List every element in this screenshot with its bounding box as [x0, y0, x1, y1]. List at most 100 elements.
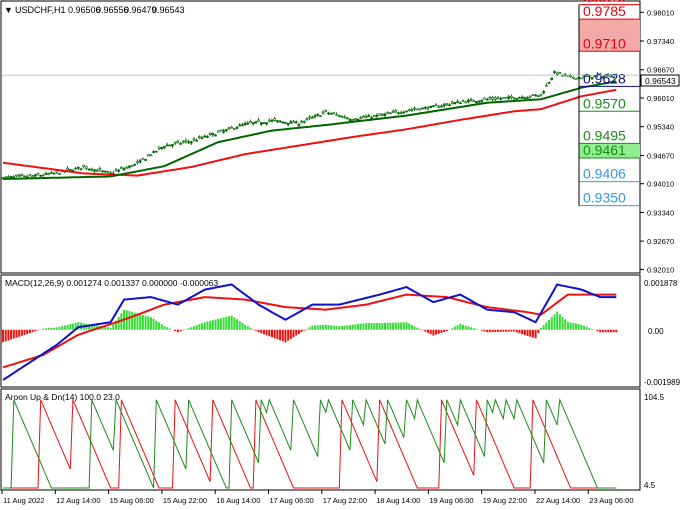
level-label: 0.9785 — [583, 3, 626, 19]
candle-body — [542, 91, 545, 94]
candle-body — [200, 137, 204, 140]
candle-body — [477, 100, 481, 103]
candle-body — [181, 141, 185, 143]
candle-body — [243, 123, 247, 126]
candle-body — [203, 135, 207, 138]
candle-body — [165, 144, 169, 147]
candle-body — [68, 169, 72, 171]
price-tick-label: 0.96010 — [647, 94, 674, 103]
last-price-label: 0.96543 — [645, 76, 676, 86]
candle-body — [50, 172, 53, 174]
price-tick-label: 0.95340 — [647, 123, 674, 132]
candle-body — [117, 169, 120, 172]
candle-body — [407, 109, 411, 112]
candle-body — [585, 75, 589, 77]
candle-body — [28, 174, 32, 177]
candle-body — [588, 75, 591, 77]
level-zone — [579, 19, 640, 52]
candle-body — [319, 115, 322, 117]
candle-body — [354, 118, 357, 120]
candle-body — [265, 122, 268, 125]
candle-body — [410, 109, 414, 111]
candle-body — [278, 120, 282, 123]
candle-body — [601, 76, 605, 79]
candle-body — [539, 93, 543, 96]
price-tick-label: 0.92010 — [647, 265, 674, 274]
candle-body — [198, 136, 201, 138]
candle-body — [195, 140, 198, 142]
candle-body — [469, 98, 473, 101]
candle-body — [36, 173, 40, 176]
candle-body — [426, 107, 430, 110]
candle-body — [464, 101, 467, 104]
candle-body — [343, 116, 346, 119]
candle-body — [510, 96, 513, 98]
candle-body — [332, 112, 336, 115]
candle-body — [456, 101, 459, 103]
candle-body — [42, 174, 45, 177]
candle-body — [138, 160, 142, 163]
candle-body — [52, 172, 56, 175]
candle-body — [399, 112, 403, 114]
candle-body — [20, 174, 24, 177]
price-tick-label: 0.97340 — [647, 37, 674, 46]
candle-body — [128, 165, 131, 168]
candle-body — [308, 116, 311, 119]
last-price-tag — [640, 74, 680, 87]
candle-body — [144, 158, 147, 161]
macd-title: MACD(12,26,9) 0.001274 0.001337 0.000000… — [5, 278, 218, 288]
candle-body — [82, 164, 85, 167]
aroon-down-line — [3, 399, 617, 489]
level-label: 0.9406 — [583, 166, 626, 182]
candle-body — [418, 108, 422, 111]
macd-tick-zero: 0.00 — [648, 327, 664, 336]
candle-body — [149, 154, 153, 157]
candle-body — [184, 139, 188, 142]
candle-body — [168, 144, 172, 147]
candle-body — [23, 175, 26, 178]
candle-body — [346, 117, 349, 120]
candle-body — [259, 122, 263, 125]
candle-body — [596, 73, 599, 76]
level-label: 0.9628 — [583, 70, 626, 86]
candle-body — [488, 97, 492, 100]
candle-body — [241, 124, 244, 126]
candle-body — [179, 143, 182, 145]
candle-body — [442, 104, 446, 107]
candle-body — [85, 166, 88, 169]
candle-body — [87, 168, 91, 171]
level-label: 0.9495 — [583, 127, 626, 143]
candle-body — [297, 124, 301, 126]
candle-body — [130, 165, 134, 167]
candle-body — [386, 112, 389, 114]
candle-body — [114, 169, 118, 172]
time-tick-label: 12 Aug 14:00 — [56, 496, 100, 505]
candle-body — [187, 141, 190, 144]
candle-body — [224, 129, 228, 132]
candle-body — [4, 176, 7, 179]
candle-body — [227, 127, 231, 130]
candle-body — [163, 146, 166, 149]
candle-body — [211, 133, 215, 136]
candle-body — [518, 97, 521, 99]
macd-pane: MACD(12,26,9) 0.001274 0.001337 0.000000… — [0, 274, 680, 388]
candle-body — [173, 141, 177, 144]
candle-body — [238, 124, 242, 127]
aroon-tick-bottom: 4.5 — [644, 481, 656, 490]
aroon-tick-top: 104.5 — [644, 393, 665, 402]
candle-body — [120, 166, 123, 170]
candle-body — [125, 167, 129, 169]
candle-body — [394, 110, 398, 113]
candle-body — [574, 78, 578, 80]
candle-body — [537, 95, 540, 97]
candle-body — [262, 122, 266, 124]
aroon-up-line — [3, 397, 617, 489]
candle-body — [321, 111, 325, 114]
candle-body — [383, 113, 387, 116]
macd-signal-line — [2, 293, 617, 369]
ohlc-open: 0.96506 — [68, 5, 101, 15]
candle-body — [7, 176, 10, 178]
dropdown-arrow-icon[interactable]: ▼ — [4, 5, 13, 15]
aroon-title: Aroon Up & Dn(14) 100.0 23.0 — [5, 392, 120, 402]
candle-body — [504, 96, 508, 99]
